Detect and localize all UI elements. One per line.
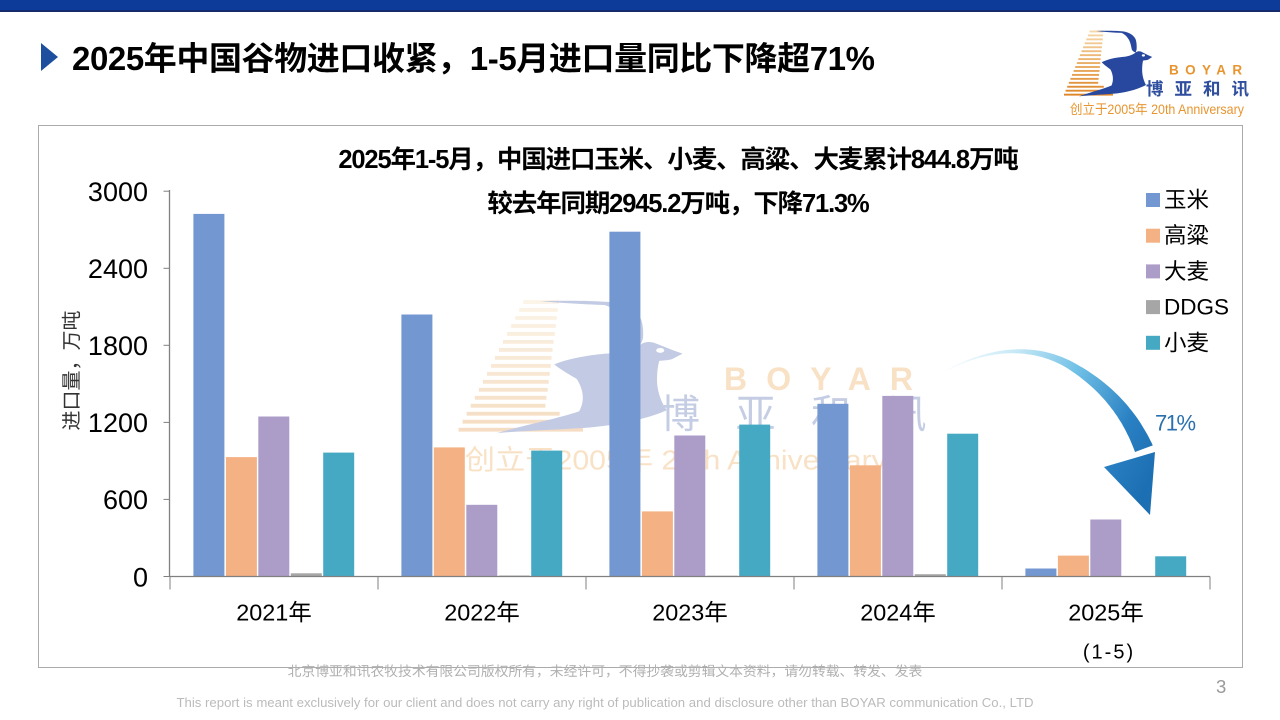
svg-text:2024年: 2024年	[860, 600, 935, 626]
svg-text:3000: 3000	[88, 177, 148, 207]
svg-text:1200: 1200	[88, 408, 148, 438]
svg-text:2022年: 2022年	[444, 600, 519, 626]
svg-text:DDGS: DDGS	[1164, 295, 1229, 320]
svg-text:高粱: 高粱	[1164, 223, 1209, 248]
svg-text:BOYAR: BOYAR	[724, 361, 932, 397]
svg-text:2400: 2400	[88, 254, 148, 284]
svg-text:0: 0	[133, 562, 148, 592]
svg-text:大麦: 大麦	[1164, 259, 1209, 284]
svg-text:玉米: 玉米	[1164, 188, 1209, 213]
svg-text:(1-5): (1-5)	[1083, 642, 1135, 664]
svg-text:2025年: 2025年	[1068, 600, 1143, 626]
svg-text:600: 600	[103, 485, 148, 515]
svg-text:2023年: 2023年	[652, 600, 727, 626]
svg-text:1800: 1800	[88, 331, 148, 361]
svg-text:2021年: 2021年	[236, 600, 311, 626]
svg-text:博亚和讯: 博亚和讯	[660, 382, 962, 440]
svg-text:71%: 71%	[1155, 411, 1195, 436]
svg-text:小麦: 小麦	[1164, 330, 1209, 355]
